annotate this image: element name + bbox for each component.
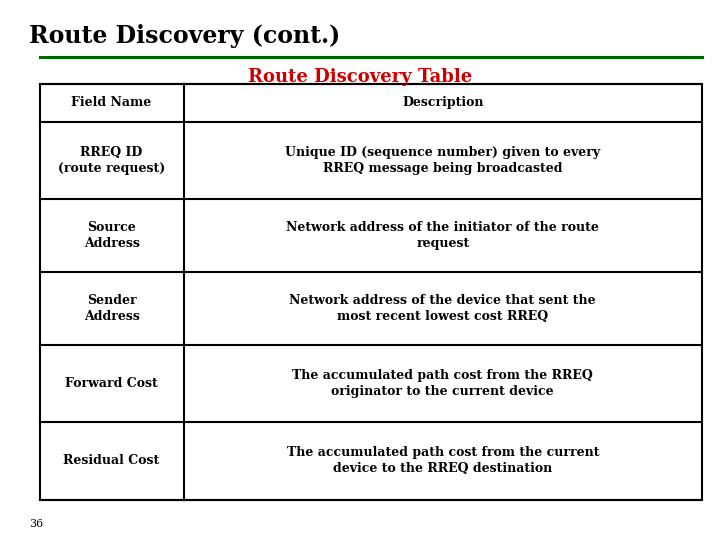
Text: Source
Address: Source Address — [84, 221, 140, 251]
Text: Network address of the initiator of the route
request: Network address of the initiator of the … — [287, 221, 599, 251]
Text: Network address of the device that sent the
most recent lowest cost RREQ: Network address of the device that sent … — [289, 294, 596, 323]
Text: Route Discovery (cont.): Route Discovery (cont.) — [29, 24, 340, 48]
Text: The accumulated path cost from the RREQ
originator to the current device: The accumulated path cost from the RREQ … — [292, 369, 593, 399]
Text: Sender
Address: Sender Address — [84, 294, 140, 323]
Text: RREQ ID
(route request): RREQ ID (route request) — [58, 146, 165, 176]
Text: Unique ID (sequence number) given to every
RREQ message being broadcasted: Unique ID (sequence number) given to eve… — [285, 146, 600, 176]
Text: 36: 36 — [29, 519, 43, 529]
Bar — [40, 84, 702, 500]
Text: Route Discovery Table: Route Discovery Table — [248, 68, 472, 85]
Text: Description: Description — [402, 97, 484, 110]
Text: Field Name: Field Name — [71, 97, 152, 110]
Text: Residual Cost: Residual Cost — [63, 455, 160, 468]
Text: Forward Cost: Forward Cost — [66, 377, 158, 390]
Text: The accumulated path cost from the current
device to the RREQ destination: The accumulated path cost from the curre… — [287, 447, 599, 475]
